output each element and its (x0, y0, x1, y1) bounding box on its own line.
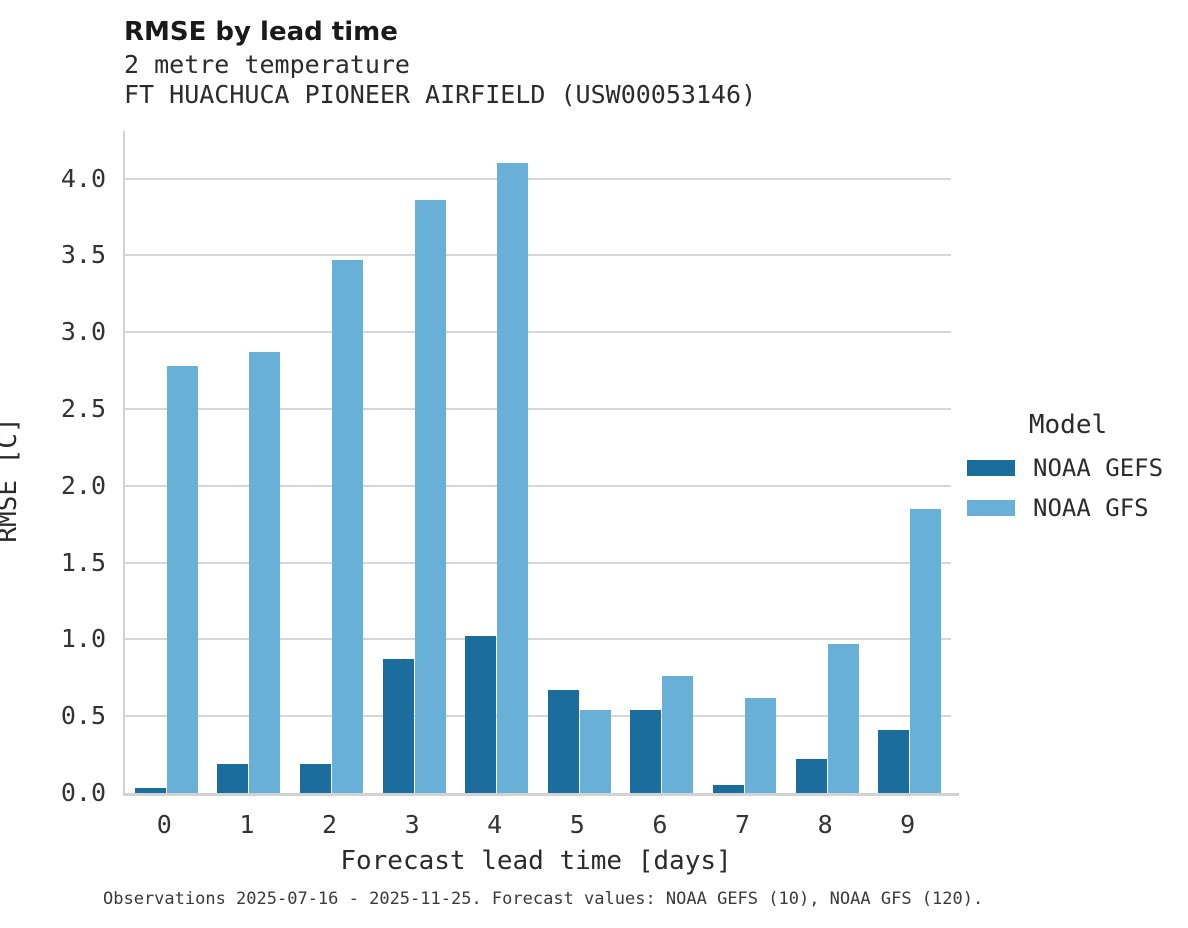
bar-noaa-gefs-lead-7 (712, 785, 744, 793)
legend-label-gfs: NOAA GFS (1033, 494, 1149, 522)
bar-noaa-gfs-lead-4 (497, 163, 529, 793)
bar-noaa-gefs-lead-4 (465, 636, 497, 793)
bar-noaa-gfs-lead-7 (744, 697, 776, 793)
x-tick-label-9: 9 (900, 810, 916, 839)
y-tick-label-2.5: 2.5 (60, 394, 106, 423)
bar-noaa-gefs-lead-0 (134, 788, 166, 793)
legend-title: Model (1028, 410, 1108, 440)
y-axis-label: RMSE [C] (0, 417, 23, 543)
x-tick-label-5: 5 (569, 810, 585, 839)
gefs-swatch-icon (967, 460, 1015, 476)
y-tick-label-0.0: 0.0 (60, 778, 106, 807)
bar-noaa-gfs-lead-8 (827, 644, 859, 793)
x-tick-label-3: 3 (404, 810, 420, 839)
bar-group-lead-6 (621, 131, 704, 793)
bar-noaa-gfs-lead-9 (910, 508, 942, 793)
footer-caption: Observations 2025-07-16 - 2025-11-25. Fo… (103, 889, 984, 909)
x-tick-label-8: 8 (817, 810, 833, 839)
x-tick-label-4: 4 (487, 810, 503, 839)
x-axis-label: Forecast lead time [days] (340, 846, 732, 876)
gfs-swatch-icon (967, 500, 1015, 516)
bar-noaa-gfs-lead-3 (414, 200, 446, 793)
y-tick-label-3.5: 3.5 (60, 240, 106, 270)
y-tick-label-0.5: 0.5 (60, 701, 106, 731)
plot-area (123, 131, 951, 793)
gridline-y-4.0 (125, 177, 951, 180)
bar-group-lead-7 (703, 131, 786, 793)
gridline-y-3.5 (125, 254, 951, 257)
bar-noaa-gefs-lead-8 (795, 759, 827, 793)
gridline-y-2.5 (125, 408, 951, 410)
gridline-y-3.0 (125, 331, 951, 334)
bar-noaa-gfs-lead-1 (249, 352, 281, 793)
bar-noaa-gfs-lead-6 (662, 676, 694, 793)
y-tick-label-1.5: 1.5 (60, 547, 106, 577)
bar-noaa-gefs-lead-5 (547, 690, 579, 793)
y-tick-label-1.0: 1.0 (60, 624, 106, 654)
bar-noaa-gefs-lead-2 (299, 763, 331, 793)
legend-label-gefs: NOAA GEFS (1033, 454, 1164, 482)
bar-noaa-gfs-lead-2 (331, 260, 363, 793)
bar-noaa-gfs-lead-5 (579, 710, 611, 793)
bar-noaa-gfs-lead-0 (166, 366, 198, 793)
chart-subtitle-line2: FT HUACHUCA PIONEER AIRFIELD (USW0005314… (124, 80, 757, 109)
bar-group-lead-0 (125, 131, 208, 793)
gridline-y-1.0 (125, 638, 951, 641)
y-tick-label-4.0: 4.0 (60, 163, 106, 193)
bar-group-lead-9 (868, 131, 951, 793)
bar-noaa-gefs-lead-9 (878, 730, 910, 793)
bar-noaa-gefs-lead-1 (217, 763, 249, 793)
x-tick-label-0: 0 (156, 810, 172, 839)
bar-noaa-gefs-lead-3 (382, 659, 414, 793)
chart-subtitle-line1: 2 metre temperature (124, 50, 410, 79)
bar-group-lead-8 (786, 131, 869, 793)
chart-title: RMSE by lead time (124, 17, 398, 47)
x-tick-label-7: 7 (734, 810, 751, 839)
y-tick-label-2.0: 2.0 (60, 470, 106, 500)
y-tick-label-3.0: 3.0 (60, 317, 106, 347)
x-axis-spine (123, 793, 959, 796)
bar-noaa-gefs-lead-6 (630, 710, 662, 793)
bar-group-lead-4 (455, 131, 538, 793)
bar-group-lead-3 (373, 131, 456, 793)
x-tick-label-6: 6 (652, 810, 668, 839)
x-tick-label-1: 1 (239, 810, 255, 839)
legend-entry-gfs: NOAA GFS (963, 494, 1173, 522)
gridline-y-0.5 (125, 715, 951, 718)
bar-group-lead-1 (208, 131, 291, 793)
gridline-y-1.5 (125, 561, 951, 564)
bar-group-lead-2 (290, 131, 373, 793)
x-tick-label-2: 2 (321, 810, 338, 839)
legend: Model NOAA GEFS NOAA GFS (963, 410, 1173, 534)
bar-group-lead-5 (538, 131, 621, 793)
legend-entry-gefs: NOAA GEFS (963, 454, 1173, 482)
gridline-y-2.0 (125, 484, 951, 487)
chart-subtitle: 2 metre temperature FT HUACHUCA PIONEER A… (124, 50, 756, 110)
